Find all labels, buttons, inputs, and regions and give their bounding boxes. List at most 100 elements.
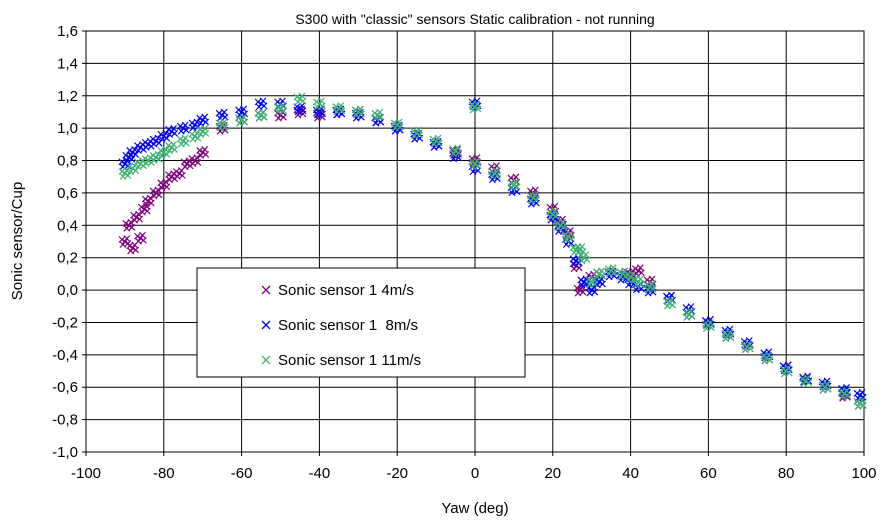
data-point [619,270,627,278]
data-point [149,187,157,195]
data-point [452,147,459,155]
data-point [560,223,568,231]
data-point [202,118,210,126]
data-point [149,151,157,159]
data-point [583,256,591,264]
data-point [179,124,187,132]
data-point [471,103,479,111]
data-point [821,383,829,391]
data-point [352,111,360,119]
y-tick-label: -0,6 [52,379,78,396]
data-point [704,322,712,330]
y-tick-label: 1,0 [57,120,78,137]
data-point [580,254,588,262]
data-point [510,181,518,189]
data-point [157,179,165,187]
data-point [682,308,690,316]
data-point [235,114,243,122]
data-point [218,111,226,119]
data-point [299,97,307,105]
data-point [126,163,134,171]
data-point [260,102,268,110]
data-point [337,102,345,110]
data-point [494,172,501,179]
data-point [585,276,593,284]
data-point [629,270,637,278]
data-point [824,385,832,393]
data-point [129,149,137,156]
data-point [746,345,754,353]
data-point [632,281,640,289]
data-point [580,278,588,286]
data-point [241,118,249,126]
data-point [338,107,346,115]
data-point [254,98,262,106]
data-point [218,121,226,129]
data-point [299,107,307,115]
data-point [488,163,495,171]
data-point [313,111,321,119]
data-point [395,118,403,126]
data-point [182,126,190,134]
chart-title: S300 with "classic" sensors Static calib… [295,11,654,27]
data-point [176,135,184,143]
data-point [856,391,864,399]
data-point [191,157,199,164]
data-point [140,205,148,213]
data-point [546,208,554,216]
data-point [413,129,421,137]
data-point [668,291,675,299]
data-point [766,356,774,364]
data-point [724,331,732,339]
data-point [132,167,140,175]
data-point [549,210,557,218]
data-point [743,343,751,351]
data-point [133,213,140,221]
data-point [574,289,582,297]
data-point [576,286,584,294]
data-point [197,119,205,127]
data-point [649,285,657,293]
legend: Sonic sensor 1 4m/s Sonic sensor 1 8m/s So… [196,267,526,378]
data-point [688,312,696,320]
data-point [277,105,284,113]
data-point [435,139,443,147]
data-point [782,367,790,375]
data-point [396,123,404,131]
data-point [557,221,565,229]
data-point [152,153,160,161]
legend-label: Sonic sensor 1 8m/s [278,317,418,334]
data-point [526,192,534,200]
data-point [137,144,144,152]
data-point [588,278,596,286]
data-point [122,219,130,227]
data-point [199,116,207,124]
data-point [280,113,287,121]
data-point [582,251,590,259]
data-point [429,135,437,143]
data-point [604,265,612,273]
data-point [721,329,729,337]
data-point [701,320,709,328]
legend-label: Sonic sensor 1 4m/s [278,282,414,299]
data-point [634,267,642,275]
data-point [296,95,304,103]
data-point [147,199,155,207]
data-point [586,281,594,289]
data-point [165,142,173,150]
data-point [150,140,158,148]
data-point [575,264,583,272]
data-point [127,168,135,176]
data-point [144,157,152,164]
data-point [134,232,141,240]
data-point [625,281,633,289]
data-point [257,111,265,119]
data-point [144,140,152,148]
data-point [844,392,851,400]
data-point [682,304,690,311]
data-point [134,142,141,150]
data-point [121,170,129,177]
data-point [215,109,223,117]
data-point [132,151,140,158]
